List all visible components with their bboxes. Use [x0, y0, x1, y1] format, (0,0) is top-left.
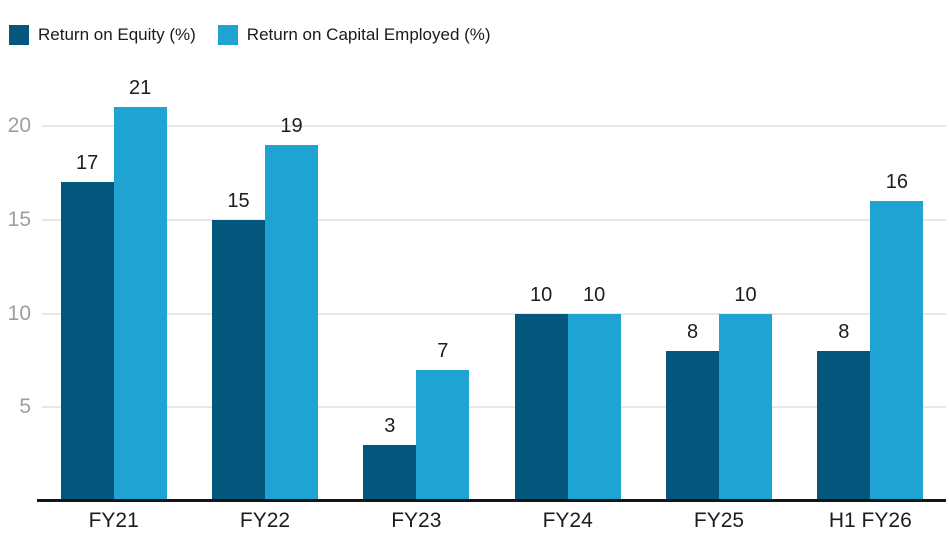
bar-value-label: 10 [734, 283, 757, 306]
bar-return-on-equity [817, 351, 871, 501]
gridline [42, 312, 946, 315]
chart-legend: Return on Equity (%) Return on Capital E… [9, 25, 491, 45]
bar-return-on-capital-employed [265, 144, 318, 501]
legend-swatch-return-on-capital-employed [217, 25, 238, 45]
bar-return-on-equity [212, 219, 265, 501]
bar-return-on-equity [514, 313, 568, 501]
bar-return-on-equity [666, 351, 719, 501]
y-axis-label: 10 [7, 301, 31, 325]
gridline [42, 125, 946, 127]
legend-item-return-on-equity: Return on Equity (%) [9, 25, 196, 45]
bar-value-label: 17 [76, 152, 99, 175]
legend-swatch-return-on-equity [9, 25, 29, 45]
bar-value-label: 8 [686, 321, 699, 343]
x-axis-label: FY25 [693, 509, 745, 532]
x-axis-label: FY24 [542, 509, 593, 532]
x-axis-label: FY22 [239, 509, 291, 532]
legend-label-return-on-capital-employed: Return on Capital Employed (%) [246, 25, 491, 44]
bar-value-label: 8 [838, 321, 850, 343]
bar-value-label: 15 [227, 189, 250, 212]
y-axis-label: 15 [7, 207, 31, 231]
bar-value-label: 3 [384, 414, 396, 437]
gridline [42, 406, 946, 409]
bar-value-label: 10 [583, 283, 606, 306]
legend-label-return-on-equity: Return on Equity (%) [38, 25, 196, 44]
bar-value-label: 7 [437, 339, 449, 362]
x-axis-label: H1 FY26 [828, 509, 912, 532]
bar-return-on-equity [363, 444, 417, 501]
x-axis-label: FY23 [391, 509, 442, 532]
bar-return-on-capital-employed [416, 369, 470, 501]
bar-return-on-equity [60, 182, 114, 501]
y-axis-label: 5 [19, 395, 31, 419]
bar-return-on-capital-employed [870, 201, 924, 501]
bar-value-label: 21 [129, 77, 152, 100]
gridline [42, 218, 946, 221]
bar-return-on-capital-employed [567, 313, 621, 501]
bar-value-label: 19 [280, 114, 303, 137]
bar-value-label: 16 [885, 171, 908, 193]
y-axis-label: 20 [7, 114, 31, 137]
legend-item-return-on-capital-employed: Return on Capital Employed (%) [217, 25, 491, 45]
bar-return-on-capital-employed [719, 313, 772, 501]
x-axis-line [37, 499, 946, 502]
x-axis-label: FY21 [88, 509, 139, 532]
bar-value-label: 10 [530, 283, 553, 306]
bar-return-on-capital-employed [113, 107, 167, 501]
